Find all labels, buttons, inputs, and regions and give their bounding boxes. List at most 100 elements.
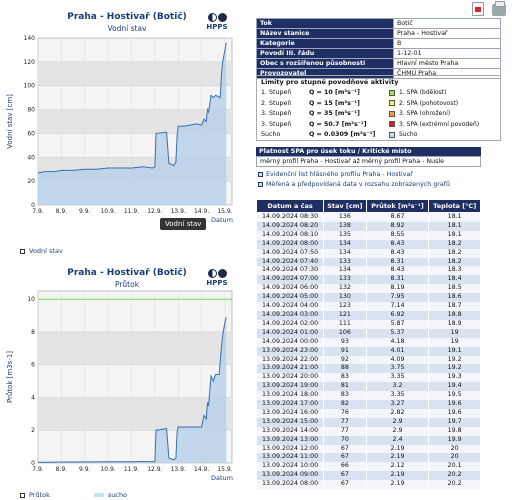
chart2-legend[interactable]: Průtok sucho (20, 491, 127, 499)
table-cell: 13.09.2024 17:00 (255, 400, 325, 409)
limit-color-swatch (389, 131, 395, 138)
y-axis-label: Průtok [m3s-1] (6, 351, 14, 403)
flood-limits-box: Limity pro stupně povodňové aktivity 1. … (256, 75, 501, 141)
table-cell: 92 (323, 355, 367, 365)
column-header[interactable]: Teplota [°C] (428, 199, 481, 213)
table-cell: 13.09.2024 09:00 (255, 471, 325, 481)
discharge-chart[interactable]: 0 2 4 6 8 10 7.9. 8.9. 9.9. 10.9. 11.9. 12.9. 13.9. 1… (2, 263, 242, 488)
table-row: 13.09.2024 20:00 83 3.35 19.3 (255, 373, 481, 383)
table-cell: 14.09.2024 02:00 (255, 319, 325, 329)
limit-color-swatch (389, 89, 395, 96)
x-tick-label: 11.9. (124, 466, 139, 473)
evidence-sheet-link-label[interactable]: Evidenční list hlásného profilu Praha - … (266, 171, 413, 178)
table-cell: 134 (323, 239, 367, 249)
info-row: Povodí III. řádu 1-12-01 (256, 48, 501, 59)
table-row: 13.09.2024 11:00 67 2.19 20 (255, 453, 481, 463)
table-row: 14.09.2024 08:10 135 8.55 18.1 (255, 230, 481, 240)
limit-color-swatch (389, 100, 395, 106)
table-cell: 8.43 (365, 239, 430, 249)
table-row: 14.09.2024 08:30 136 8.67 18.1 (255, 212, 481, 222)
table-cell: 20.1 (428, 462, 481, 472)
y-tick-label: 100 (24, 83, 36, 90)
table-cell: 18.2 (428, 248, 481, 258)
chart-subtitle: Průtok (114, 280, 140, 289)
table-cell: 13.09.2024 15:00 (255, 417, 325, 427)
limit-color-swatch (389, 110, 395, 117)
column-header[interactable]: Datum a čas (255, 199, 325, 213)
print-icon[interactable] (492, 1, 506, 16)
table-cell: 14.09.2024 08:00 (255, 239, 325, 249)
table-cell: 2.9 (365, 426, 430, 436)
table-row: 13.09.2024 12:00 67 2.19 20 (255, 444, 481, 454)
table-cell: 8.19 (365, 284, 430, 294)
info-value: Praha - Hostivař (393, 28, 501, 39)
table-cell: 14.09.2024 00:00 (255, 337, 325, 347)
table-cell: 2.19 (365, 444, 430, 454)
column-header[interactable]: Stav [cm] (323, 199, 367, 213)
chart-subtitle: Vodní stav (107, 24, 147, 33)
link-icon (258, 172, 263, 177)
table-cell: 93 (323, 337, 367, 347)
info-row: Tok Botič (256, 18, 501, 29)
info-key: Obec s rozšířenou působností (256, 58, 394, 69)
table-cell: 3.75 (365, 364, 430, 374)
legend-swatch-sucho (93, 493, 104, 497)
table-cell: 19.3 (428, 373, 481, 383)
limit-row: Sucho Q = 0.0309 [m³s⁻¹] Sucho (261, 131, 497, 138)
profile-text: měrný profil Praha - Hostivař až měrný p… (256, 156, 481, 167)
water-level-chart[interactable]: 0 20 40 60 80 100 120 140 7.9. 8.9. 9.9. 10.9. 11.9.… (2, 6, 242, 231)
y-tick-label: 0 (31, 460, 35, 467)
table-cell: 5.87 (365, 319, 430, 329)
profile-header: Platnost SPA pro úsek toku / Kritické mí… (256, 147, 481, 156)
info-key: Název stanice (256, 28, 394, 39)
chart1-legend[interactable]: Vodní stav (20, 247, 63, 255)
table-cell: 138 (323, 221, 367, 231)
table-row: 13.09.2024 08:00 67 2.19 20.2 (255, 480, 481, 490)
grid-band (38, 397, 232, 431)
x-tick-label: 10.9. (100, 208, 115, 215)
y-tick-label: 4 (31, 394, 35, 401)
limit-stage: 3. Stupeň (261, 120, 292, 128)
x-axis-label: Datum (211, 474, 233, 482)
legend-checkbox[interactable] (20, 248, 25, 254)
table-cell: 13.09.2024 21:00 (255, 364, 325, 374)
series-line (38, 317, 227, 463)
limit-stage: Sucho (261, 131, 281, 138)
table-cell: 18.2 (428, 257, 481, 267)
evidence-sheet-link[interactable]: Evidenční list hlásného profilu Praha - … (258, 171, 413, 178)
limit-row: 1. Stupeň Q = 10 [m³s⁻¹] 1. SPA (bdělost) (261, 89, 497, 96)
info-value: Hlavní město Praha (393, 58, 501, 69)
chart-tooltip: Vodní stav (160, 218, 207, 230)
table-row: 14.09.2024 08:00 134 8.43 18.2 (255, 239, 481, 249)
table-cell: 13.09.2024 11:00 (255, 453, 325, 463)
table-cell: 7.95 (365, 293, 430, 303)
x-tick-label: 14.9. (194, 208, 209, 215)
info-value: 1-12-01 (393, 48, 501, 59)
column-header[interactable]: Průtok [m³s⁻¹] (365, 199, 430, 213)
limit-discharge: Q = 35 [m³s⁻¹] (309, 110, 360, 117)
table-cell: 14.09.2024 01:00 (255, 328, 325, 338)
info-value: ČHMÚ Praha (393, 68, 501, 79)
table-row: 13.09.2024 10:00 66 2.12 20.1 (255, 462, 481, 472)
x-tick-label: 9.9. (79, 466, 91, 473)
table-cell: 19.6 (428, 400, 481, 409)
legend-label: Vodní stav (29, 247, 63, 255)
table-row: 14.09.2024 07:30 134 8.43 18.3 (255, 266, 481, 276)
limit-row: 2. Stupeň Q = 15 [m³s⁻¹] 2. SPA (pohotovos… (261, 100, 497, 107)
table-cell: 14.09.2024 07:40 (255, 257, 325, 267)
measured-data-link-label[interactable]: Měřená a předpovídaná data v rozsahu zob… (266, 181, 450, 188)
table-row: 14.09.2024 07:00 133 8.31 18.4 (255, 275, 481, 285)
table-cell: 19 (428, 328, 481, 338)
table-cell: 2.4 (365, 435, 430, 445)
legend-label-sucho: sucho (107, 491, 128, 499)
measured-data-link[interactable]: Měřená a předpovídaná data v rozsahu zob… (258, 181, 450, 188)
table-cell: 20.2 (428, 480, 481, 490)
table-cell: 19.5 (428, 391, 481, 401)
table-cell: 4.09 (365, 355, 430, 365)
table-cell: 13.09.2024 22:00 (255, 355, 325, 365)
table-cell: 123 (323, 302, 367, 311)
legend-checkbox[interactable] (20, 492, 25, 498)
pdf-icon[interactable] (472, 2, 484, 16)
table-cell: 19.1 (428, 346, 481, 356)
table-cell: 8.31 (365, 257, 430, 267)
